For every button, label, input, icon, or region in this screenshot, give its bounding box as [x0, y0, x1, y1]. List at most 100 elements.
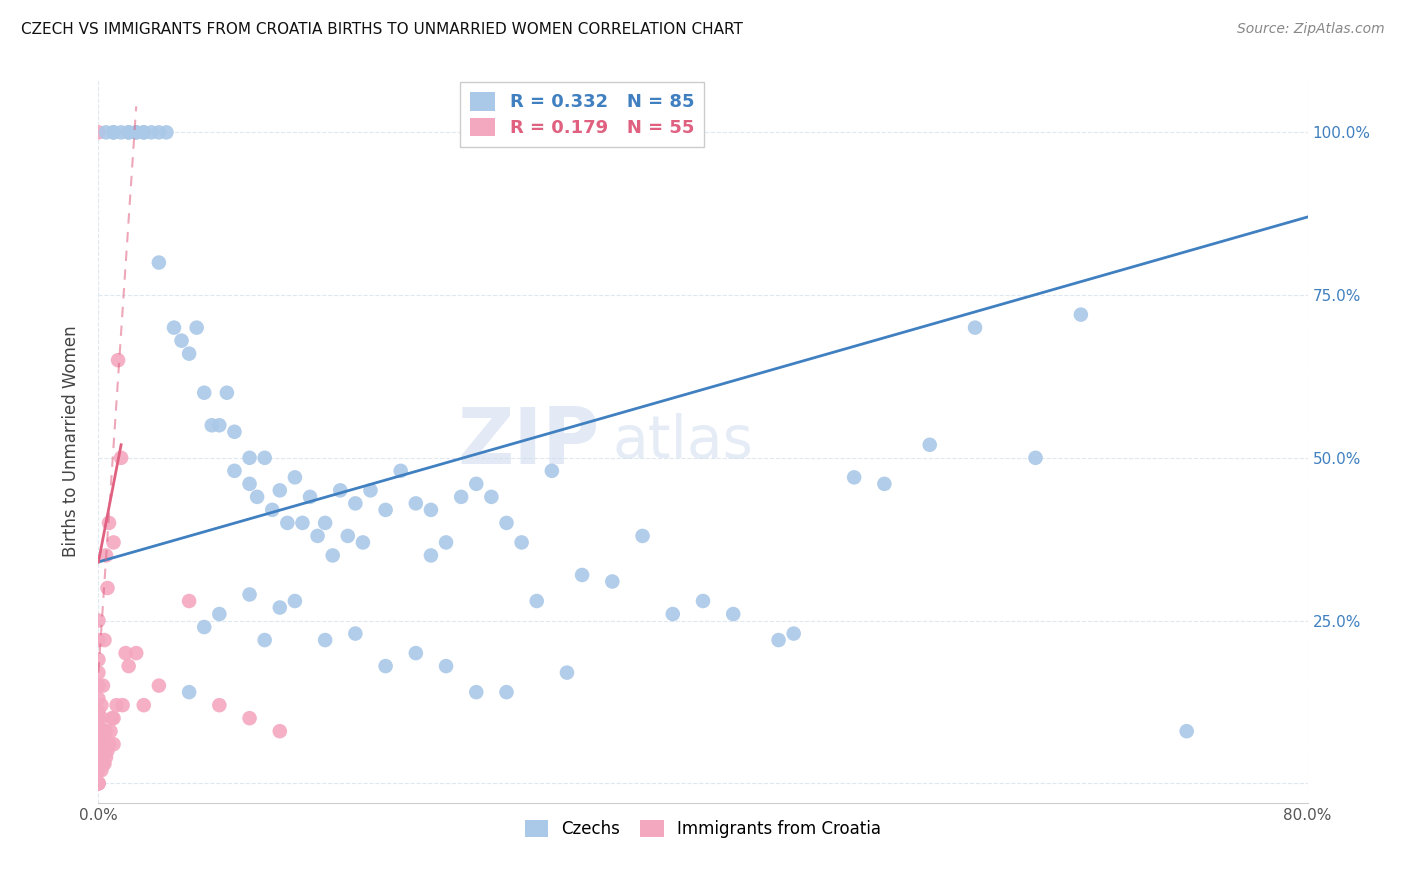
- Point: [291, 516, 314, 530]
- Point: [101, 711, 124, 725]
- Point: [132, 125, 155, 139]
- Point: [322, 549, 344, 563]
- Point: [631, 529, 654, 543]
- Point: [1070, 308, 1092, 322]
- Point: [132, 698, 155, 713]
- Point: [93, 633, 115, 648]
- Point: [87, 665, 110, 680]
- Y-axis label: Births to Unmarried Women: Births to Unmarried Women: [62, 326, 80, 558]
- Point: [602, 574, 624, 589]
- Point: [783, 626, 806, 640]
- Point: [208, 698, 231, 713]
- Point: [344, 496, 367, 510]
- Point: [118, 125, 141, 139]
- Point: [314, 516, 336, 530]
- Point: [186, 320, 208, 334]
- Point: [239, 476, 262, 491]
- Point: [100, 724, 122, 739]
- Point: [495, 516, 517, 530]
- Legend: Czechs, Immigrants from Croatia: Czechs, Immigrants from Croatia: [519, 814, 887, 845]
- Point: [510, 535, 533, 549]
- Text: atlas: atlas: [613, 413, 754, 470]
- Point: [352, 535, 374, 549]
- Point: [96, 744, 118, 758]
- Point: [284, 470, 307, 484]
- Point: [110, 125, 132, 139]
- Point: [87, 614, 110, 628]
- Point: [105, 698, 128, 713]
- Point: [179, 685, 201, 699]
- Point: [465, 476, 488, 491]
- Point: [96, 581, 118, 595]
- Point: [224, 425, 246, 439]
- Point: [94, 125, 117, 139]
- Point: [107, 353, 129, 368]
- Point: [314, 633, 336, 648]
- Point: [307, 529, 329, 543]
- Point: [141, 125, 163, 139]
- Point: [344, 626, 367, 640]
- Point: [239, 587, 262, 601]
- Point: [450, 490, 472, 504]
- Point: [98, 516, 121, 530]
- Point: [540, 464, 562, 478]
- Point: [224, 464, 246, 478]
- Point: [87, 764, 110, 778]
- Point: [87, 776, 110, 790]
- Point: [98, 737, 121, 751]
- Point: [132, 125, 155, 139]
- Text: Source: ZipAtlas.com: Source: ZipAtlas.com: [1237, 22, 1385, 37]
- Point: [201, 418, 224, 433]
- Point: [91, 756, 114, 771]
- Point: [768, 633, 790, 648]
- Point: [93, 756, 115, 771]
- Point: [118, 659, 141, 673]
- Point: [262, 503, 284, 517]
- Point: [87, 711, 110, 725]
- Point: [155, 125, 177, 139]
- Point: [269, 600, 291, 615]
- Point: [844, 470, 866, 484]
- Text: CZECH VS IMMIGRANTS FROM CROATIA BIRTHS TO UNMARRIED WOMEN CORRELATION CHART: CZECH VS IMMIGRANTS FROM CROATIA BIRTHS …: [21, 22, 742, 37]
- Point: [110, 450, 132, 465]
- Point: [360, 483, 382, 498]
- Point: [723, 607, 745, 621]
- Point: [87, 776, 110, 790]
- Point: [215, 385, 238, 400]
- Point: [481, 490, 503, 504]
- Point: [555, 665, 578, 680]
- Point: [661, 607, 683, 621]
- Point: [336, 529, 359, 543]
- Point: [465, 685, 488, 699]
- Point: [269, 483, 291, 498]
- Point: [148, 255, 170, 269]
- Point: [239, 711, 262, 725]
- Point: [239, 450, 262, 465]
- Point: [90, 750, 112, 764]
- Point: [87, 776, 110, 790]
- Point: [1175, 724, 1198, 739]
- Point: [87, 737, 110, 751]
- Point: [93, 724, 115, 739]
- Point: [420, 503, 443, 517]
- Point: [276, 516, 298, 530]
- Point: [103, 125, 125, 139]
- Point: [163, 320, 186, 334]
- Point: [90, 764, 112, 778]
- Point: [405, 646, 427, 660]
- Point: [208, 607, 231, 621]
- Point: [1024, 450, 1046, 465]
- Point: [91, 737, 114, 751]
- Point: [193, 620, 215, 634]
- Point: [918, 438, 941, 452]
- Point: [87, 776, 110, 790]
- Point: [571, 568, 593, 582]
- Point: [94, 549, 117, 563]
- Point: [284, 594, 307, 608]
- Point: [170, 334, 193, 348]
- Point: [179, 594, 201, 608]
- Point: [87, 724, 110, 739]
- Point: [526, 594, 548, 608]
- Point: [253, 633, 276, 648]
- Point: [94, 724, 117, 739]
